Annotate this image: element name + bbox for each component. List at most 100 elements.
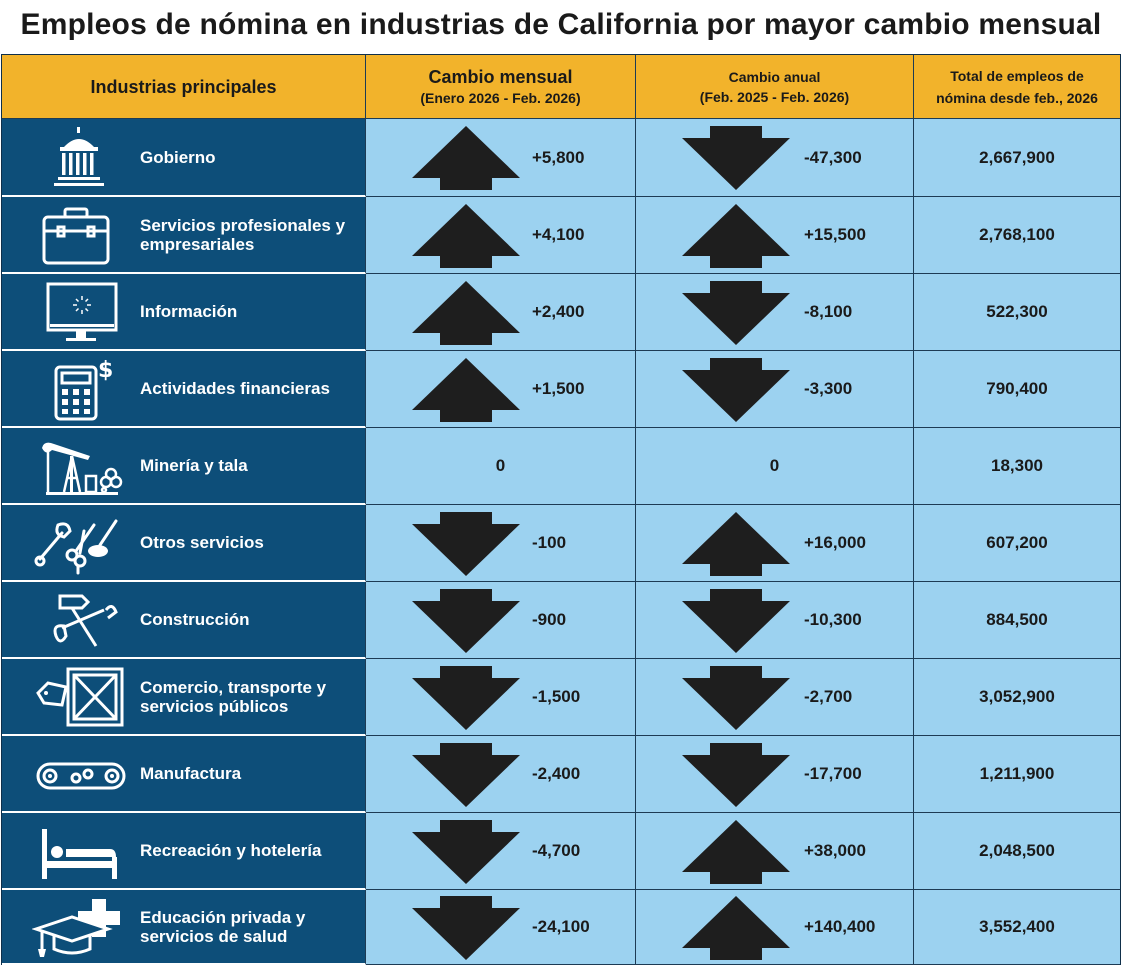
total-value: 607,200 — [986, 533, 1048, 552]
header-annual: Cambio anual (Feb. 2025 - Feb. 2026) — [636, 55, 914, 119]
industry-name: Educación privada y servicios de salud — [140, 907, 306, 946]
total-value: 3,052,900 — [979, 687, 1055, 706]
table-row: Minería y tala 0 0 18,300 — [2, 428, 1120, 505]
annual-change-cell: +38,000 — [636, 813, 914, 890]
arrow-up-icon — [412, 126, 520, 190]
arrow-down-icon — [412, 589, 520, 653]
annual-change-cell: 0 — [636, 428, 914, 505]
monthly-change-value: -900 — [532, 610, 567, 629]
annual-change-value: +15,500 — [804, 225, 866, 244]
annual-change-value: -47,300 — [804, 147, 862, 167]
annual-change-value: -8,100 — [804, 302, 853, 321]
header-monthly: Cambio mensual (Enero 2026 - Feb. 2026) — [366, 55, 636, 119]
industry-cell: Minería y tala — [2, 428, 366, 505]
monthly-change-value: 0 — [495, 456, 506, 475]
industry-cell: Servicios profesionales y empresariales — [2, 197, 366, 274]
header-industry-label: Industrias principales — [90, 76, 277, 97]
monthly-change-value: +1,500 — [532, 379, 585, 398]
table-row: Manufactura -2,400 -17,700 1,211,900 — [2, 736, 1120, 813]
total-cell: 2,768,100 — [914, 197, 1120, 274]
industry-name: Actividades financieras — [140, 379, 330, 398]
total-cell: 3,052,900 — [914, 659, 1120, 736]
conveyor-gears-icon — [32, 742, 127, 808]
computer-monitor-icon — [32, 280, 127, 346]
arrow-down-icon — [682, 589, 790, 653]
arrow-down-icon — [682, 358, 790, 422]
arrow-down-icon — [682, 666, 790, 730]
total-cell: 607,200 — [914, 505, 1120, 582]
monthly-change-cell: +4,100 — [366, 197, 636, 274]
monthly-change-cell: +5,800 — [366, 119, 636, 197]
briefcase-icon — [32, 203, 127, 269]
table-row: Otros servicios -100 +16,000 607,200 — [2, 505, 1120, 582]
arrow-down-icon — [412, 820, 520, 884]
employment-table: Industrias principales Cambio mensual (E… — [1, 54, 1121, 965]
monthly-change-cell: -24,100 — [366, 890, 636, 965]
total-cell: 884,500 — [914, 582, 1120, 659]
total-cell: 3,552,400 — [914, 890, 1120, 965]
annual-change-cell: +140,400 — [636, 890, 914, 965]
monthly-change-cell: -1,500 — [366, 659, 636, 736]
industry-cell: Gobierno — [2, 119, 366, 197]
industry-cell: Información — [2, 274, 366, 351]
annual-change-value: -2,700 — [804, 687, 853, 706]
monthly-change-value: -2,400 — [532, 764, 581, 783]
industry-cell: Educación privada y servicios de salud — [2, 890, 366, 965]
arrow-up-icon — [682, 820, 790, 884]
total-value: 2,768,100 — [979, 225, 1055, 244]
oil-pump-logs-icon — [32, 434, 127, 500]
table-row: Construcción -900 -10,300 884,500 — [2, 582, 1120, 659]
total-value: 3,552,400 — [979, 917, 1055, 936]
graduation-cap-medical-cross-icon — [31, 895, 127, 961]
annual-change-value: -10,300 — [804, 610, 862, 629]
table-row: Recreación y hotelería -4,700 +38,000 2,048… — [2, 813, 1120, 890]
industry-name: Información — [140, 302, 238, 321]
total-value: 2,048,500 — [979, 841, 1055, 860]
page-title: Empleos de nómina en industrias de Calif… — [20, 8, 1102, 41]
industry-cell: Construcción — [2, 582, 366, 659]
header-annual-title: Cambio anual — [728, 68, 821, 85]
arrow-up-icon — [412, 358, 520, 422]
annual-change-value: +38,000 — [804, 841, 866, 860]
monthly-change-value: -4,700 — [532, 841, 581, 860]
industry-name: Recreación y hotelería — [140, 841, 322, 860]
total-cell: 522,300 — [914, 274, 1120, 351]
total-cell: 790,400 — [914, 351, 1120, 428]
arrow-down-icon — [412, 743, 520, 807]
annual-change-value: +16,000 — [804, 533, 866, 552]
bed-icon — [32, 819, 127, 885]
government-building-icon — [32, 125, 127, 191]
table-row: Información +2,400 -8,100 522,300 — [2, 274, 1120, 351]
annual-change-cell: -47,300 — [636, 119, 914, 197]
arrow-up-icon — [412, 281, 520, 345]
tools-scissors-icon — [32, 511, 127, 577]
arrow-up-icon — [682, 896, 790, 960]
monthly-change-cell: -100 — [366, 505, 636, 582]
annual-change-cell: -8,100 — [636, 274, 914, 351]
calculator-dollar-icon: $ — [32, 357, 127, 423]
header-industry: Industrias principales — [2, 55, 366, 119]
monthly-change-value: +5,800 — [532, 147, 585, 167]
annual-change-cell: +16,000 — [636, 505, 914, 582]
arrow-down-icon — [412, 512, 520, 576]
arrow-down-icon — [682, 126, 790, 190]
monthly-change-value: +2,400 — [532, 302, 585, 321]
total-value: 1,211,900 — [979, 764, 1055, 783]
total-cell: 1,211,900 — [914, 736, 1120, 813]
arrow-down-icon — [682, 281, 790, 345]
annual-change-value: -3,300 — [804, 379, 853, 398]
total-value: 790,400 — [986, 379, 1048, 398]
header-total: Total de empleos de nómina desde feb., 2… — [914, 55, 1120, 119]
header-monthly-title: Cambio mensual — [428, 66, 573, 87]
industry-name: Manufactura — [140, 764, 242, 783]
monthly-change-cell: 0 — [366, 428, 636, 505]
arrow-up-icon — [412, 204, 520, 268]
monthly-change-value: +4,100 — [532, 225, 585, 244]
industry-name: Minería y tala — [140, 456, 248, 475]
industry-cell: Manufactura — [2, 736, 366, 813]
industry-name: Servicios profesionales y empresariales — [140, 215, 346, 254]
table-row: Servicios profesionales y empresariales +… — [2, 197, 1120, 274]
industry-cell: Recreación y hotelería — [2, 813, 366, 890]
annual-change-cell: -10,300 — [636, 582, 914, 659]
arrow-down-icon — [412, 666, 520, 730]
